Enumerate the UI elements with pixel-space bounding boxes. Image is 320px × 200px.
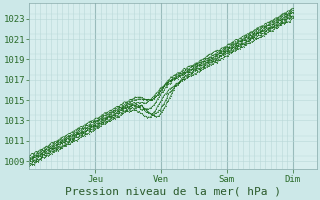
X-axis label: Pression niveau de la mer( hPa ): Pression niveau de la mer( hPa ) — [65, 187, 281, 197]
